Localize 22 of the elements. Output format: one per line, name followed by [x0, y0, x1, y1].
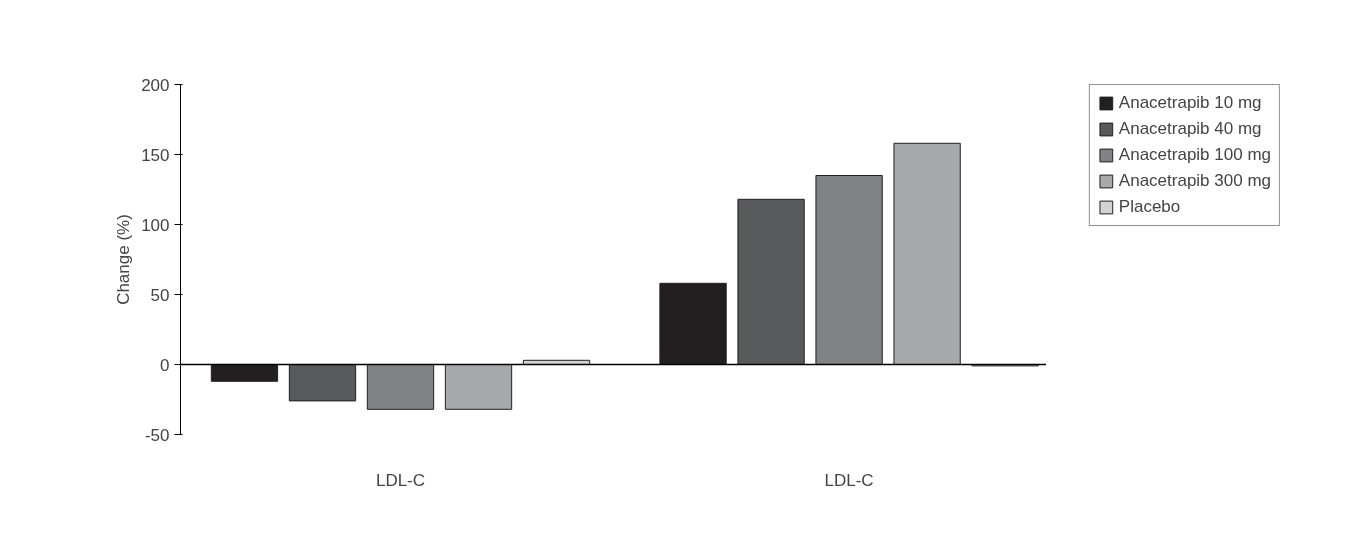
legend-label: Anacetrapib 10 mg: [1118, 93, 1262, 113]
bar: [210, 364, 279, 382]
y-tick-label: 200: [141, 75, 170, 95]
bar: [659, 282, 727, 365]
bar: [737, 198, 805, 365]
y-tick-label: 100: [141, 215, 170, 235]
y-tick-label: 0: [160, 355, 170, 375]
x-tick-label: LDL-C: [375, 470, 426, 490]
x-tick-label: LDL-C: [824, 470, 874, 490]
legend-label: Anacetrapib 100 mg: [1118, 145, 1271, 165]
y-tick-label: 150: [141, 145, 170, 165]
y-axis-title: Change (%): [114, 214, 134, 305]
legend-label: Anacetrapib 40 mg: [1118, 119, 1262, 139]
y-tick-label: 50: [150, 285, 170, 305]
bar: [444, 364, 513, 410]
bar: [288, 364, 357, 402]
legend-label: Placebo: [1118, 197, 1181, 217]
y-tick-label: -50: [144, 425, 170, 445]
bar: [366, 364, 435, 410]
bar: [893, 142, 961, 365]
bar: [815, 175, 883, 365]
legend-label: Anacetrapib 300 mg: [1118, 171, 1271, 191]
